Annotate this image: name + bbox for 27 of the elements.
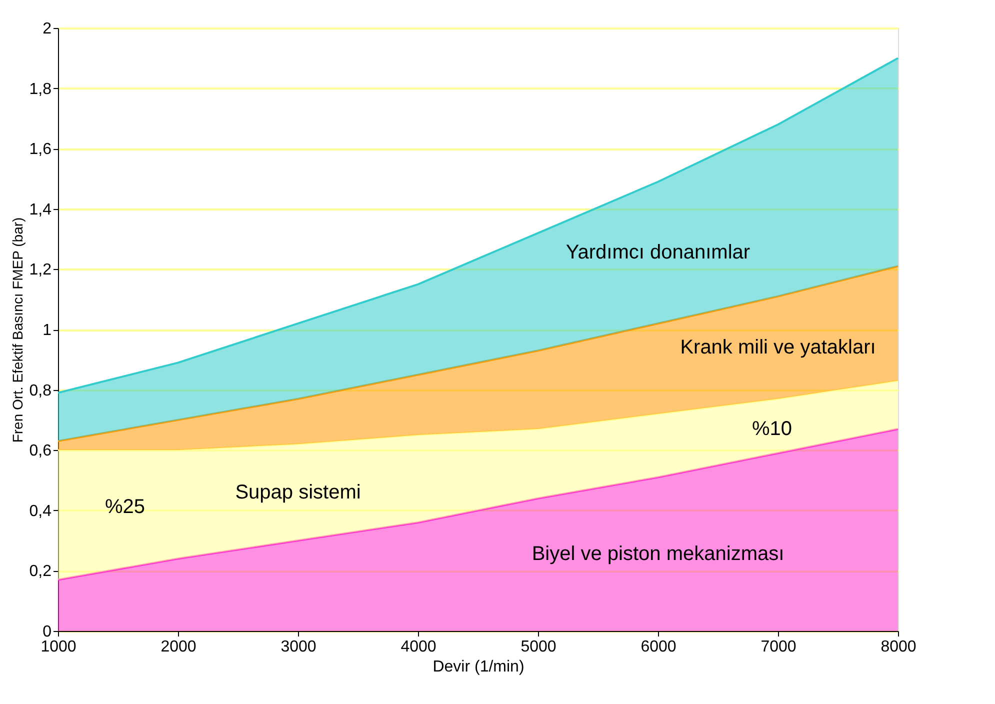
annotation: %10 (752, 418, 792, 440)
x-tick-label: 6000 (640, 638, 676, 656)
y-tick-label: 1,2 (29, 262, 52, 279)
x-tick-label: 4000 (400, 638, 436, 656)
series-label: Krank mili ve yatakları (680, 336, 876, 359)
y-tick-label: 1,6 (29, 141, 52, 158)
x-tick-label: 2000 (160, 638, 196, 656)
y-axis-title: Fren Ort. Efektif Basıncı FMEP (bar) (9, 217, 26, 443)
x-tick-label: 1000 (40, 638, 76, 656)
x-tick-label: 8000 (880, 638, 916, 656)
annotation: %25 (104, 496, 146, 518)
y-tick-label: 2 (42, 20, 52, 38)
x-tick-label: 3000 (280, 638, 316, 656)
y-tick-label: 0,2 (29, 563, 52, 580)
y-tick-label: 0,6 (29, 442, 52, 460)
series-label: Biyel ve piston mekanizması (532, 543, 784, 566)
series-label: Yardımcı donanımlar (566, 242, 750, 264)
y-tick-label: 1,8 (29, 80, 52, 98)
x-tick-label: 7000 (760, 638, 796, 656)
y-tick-label: 0,8 (29, 382, 52, 400)
y-tick-label: 1 (42, 322, 52, 339)
y-tick-label: 0 (42, 624, 52, 640)
series-label: Supap sistemi (235, 481, 361, 504)
y-tick-label: 1,4 (29, 201, 52, 218)
y-tick-label: 0,4 (29, 502, 52, 520)
x-tick-label: 5000 (520, 638, 556, 656)
x-axis-title: Devir (1/min) (432, 658, 524, 676)
